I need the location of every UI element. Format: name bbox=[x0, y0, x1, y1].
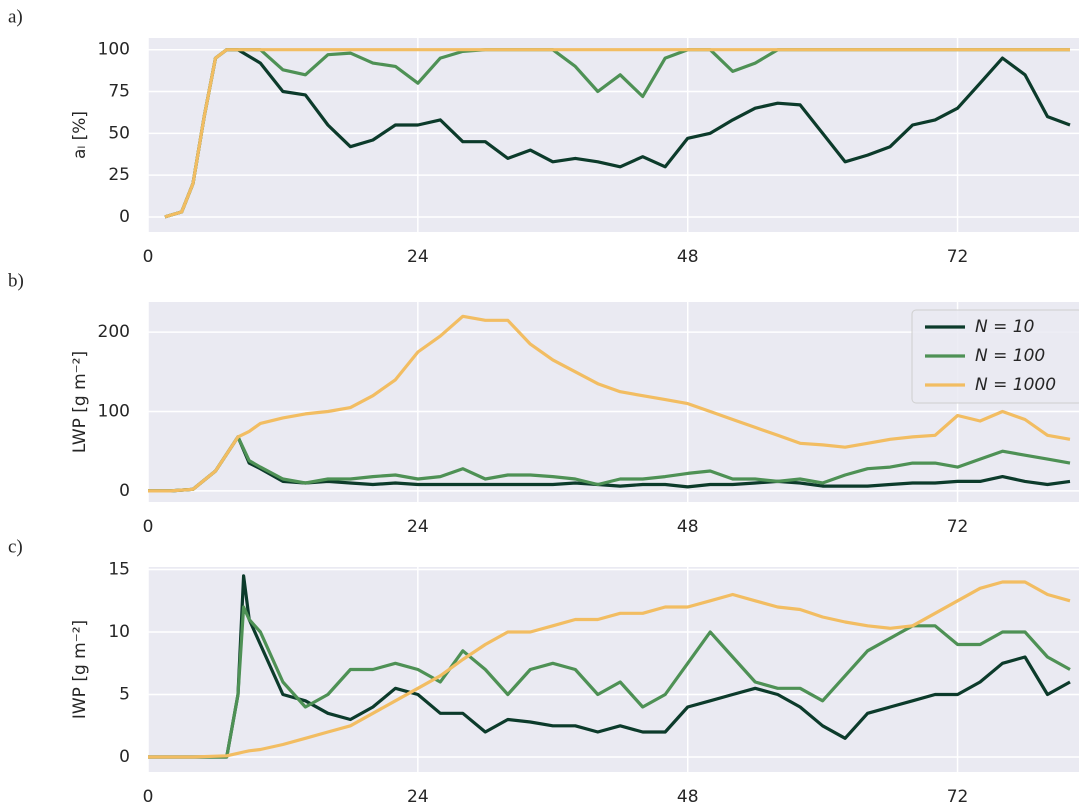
x-tick-label: 0 bbox=[143, 517, 154, 537]
x-tick-label: 48 bbox=[677, 517, 699, 537]
x-tick-label: 0 bbox=[143, 787, 154, 803]
legend-label: N = 1000 bbox=[975, 375, 1056, 395]
series-line bbox=[164, 48, 1070, 219]
legend-label: N = 100 bbox=[975, 346, 1045, 366]
y-tick-label: 100 bbox=[98, 40, 130, 60]
y-tick-label: 200 bbox=[98, 322, 130, 342]
series-line bbox=[148, 435, 1071, 493]
series-line bbox=[164, 48, 1071, 219]
x-tick-label: 72 bbox=[947, 247, 969, 267]
y-tick-label: 100 bbox=[98, 402, 130, 422]
y-axis-title: LWP [g m⁻²] bbox=[70, 351, 90, 453]
plot-background bbox=[148, 567, 1079, 772]
x-tick-label: 72 bbox=[947, 787, 969, 803]
x-tick-label: 24 bbox=[407, 787, 429, 803]
y-axis-title: aₗ [%] bbox=[70, 111, 90, 159]
series-line bbox=[148, 580, 1071, 759]
x-tick-label: 48 bbox=[677, 247, 699, 267]
series-line bbox=[148, 574, 1071, 759]
y-tick-label: 10 bbox=[108, 622, 130, 642]
y-axis-title: IWP [g m⁻²] bbox=[70, 620, 90, 719]
panel-label: b) bbox=[8, 270, 24, 291]
x-tick-label: 72 bbox=[947, 517, 969, 537]
y-tick-label: 5 bbox=[119, 685, 130, 705]
series-line bbox=[148, 314, 1071, 493]
legend-label: N = 10 bbox=[975, 317, 1034, 337]
y-tick-label: 25 bbox=[108, 165, 130, 185]
x-tick-label: 24 bbox=[407, 517, 429, 537]
y-tick-label: 50 bbox=[108, 123, 130, 143]
y-tick-label: 75 bbox=[108, 82, 130, 102]
legend-box bbox=[911, 309, 1079, 404]
x-tick-label: 24 bbox=[407, 247, 429, 267]
y-tick-label: 0 bbox=[119, 747, 130, 767]
y-tick-label: 0 bbox=[119, 481, 130, 501]
x-tick-label: 48 bbox=[677, 787, 699, 803]
plot-background bbox=[148, 38, 1079, 232]
y-tick-label: 15 bbox=[108, 560, 130, 580]
panel-label: a) bbox=[8, 6, 23, 27]
x-tick-label: 0 bbox=[143, 247, 154, 267]
y-tick-label: 0 bbox=[119, 207, 130, 227]
panel-label: c) bbox=[8, 536, 23, 557]
